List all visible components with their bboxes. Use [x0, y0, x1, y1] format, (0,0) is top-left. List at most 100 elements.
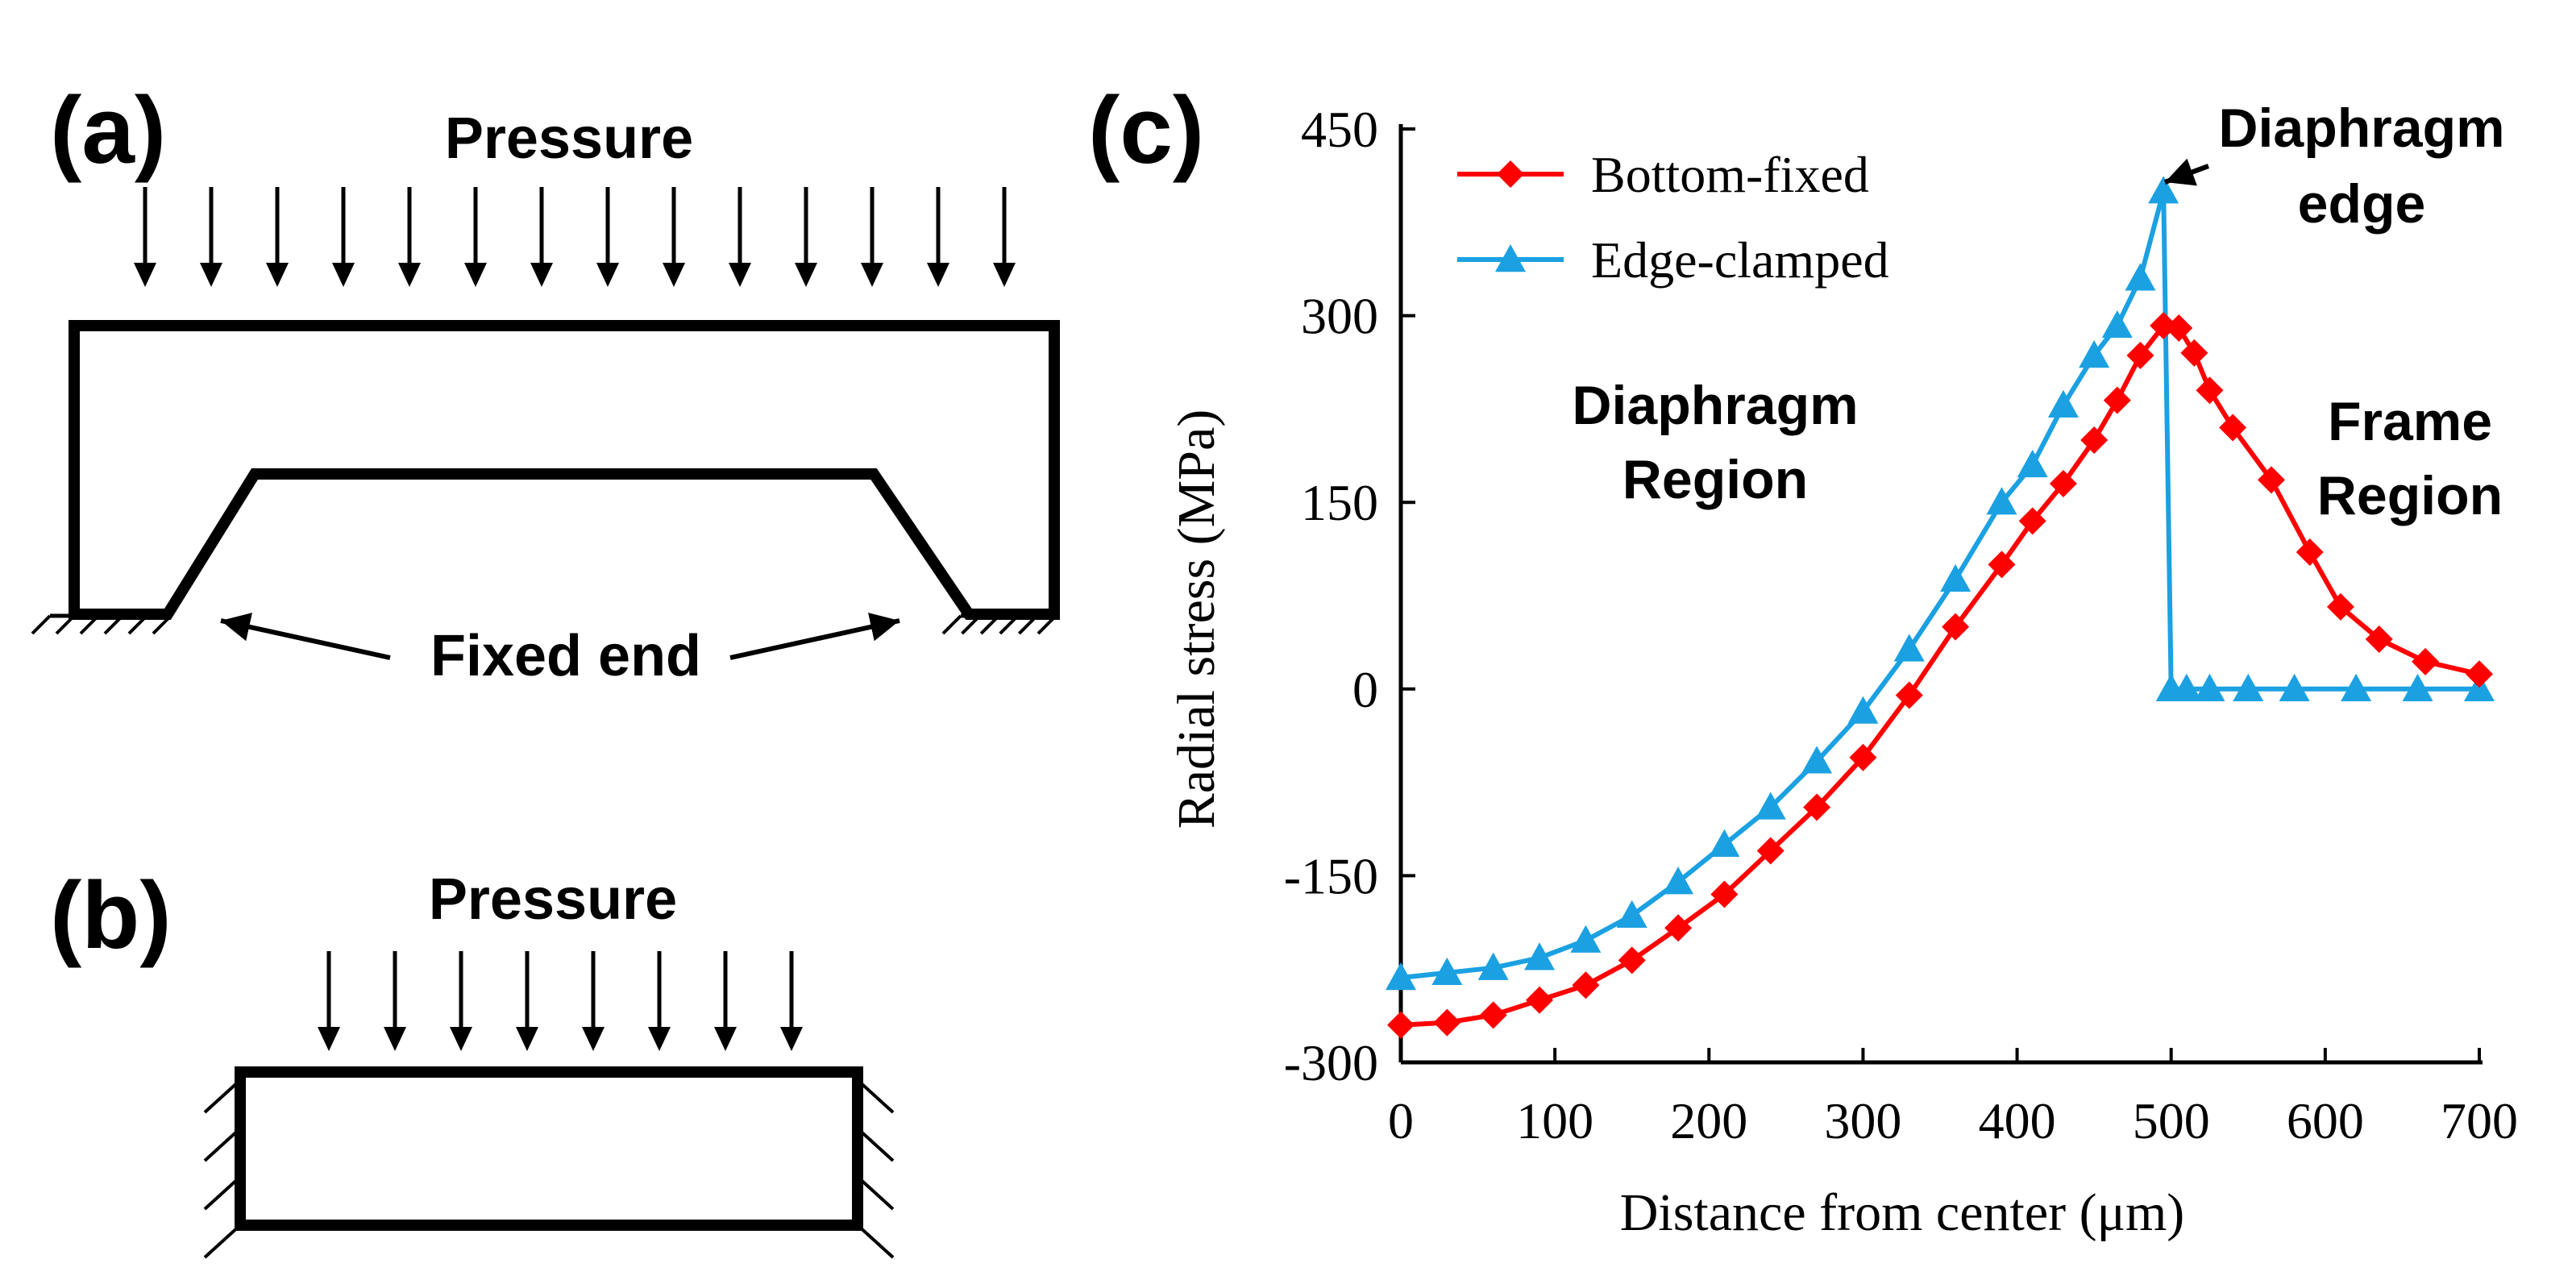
- data-point-bottom-fixed: [1710, 880, 1739, 908]
- panel-a-fixed-support-left: [31, 613, 172, 635]
- pressure-arrow-head: [384, 1027, 406, 1051]
- panel-a-fixed-end-label: Fixed end: [430, 624, 701, 688]
- pressure-arrow-head: [332, 263, 355, 287]
- data-point-bottom-fixed: [2196, 376, 2224, 405]
- panel-c-label: (c): [1088, 77, 1204, 184]
- panel-a-pressure-label: Pressure: [445, 106, 693, 171]
- y-tick-label: 150: [1301, 474, 1378, 531]
- panel-b-label: (b): [50, 862, 172, 969]
- pressure-arrow-head: [648, 1027, 671, 1051]
- support-hatch-line: [1017, 614, 1038, 635]
- region-diaphragm-line1: Diaphragm: [1572, 375, 1858, 436]
- pressure-arrow-head: [134, 263, 156, 287]
- annotation-diaphragm-edge-line2: edge: [2298, 173, 2426, 235]
- annotation-diaphragm-edge-line1: Diaphragm: [2218, 98, 2504, 159]
- y-tick-label: 450: [1301, 101, 1378, 158]
- y-tick-label: 0: [1352, 661, 1378, 718]
- data-point-bottom-fixed: [2049, 470, 2077, 498]
- pressure-arrow-head: [861, 263, 883, 287]
- support-hatch-line: [999, 614, 1020, 635]
- data-point-edge-clamped: [1709, 829, 1740, 857]
- data-point-bottom-fixed: [1756, 837, 1785, 865]
- support-hatch-line: [941, 614, 962, 635]
- panel-a-fixed-support-right: [941, 613, 1057, 635]
- data-point-edge-clamped: [2101, 310, 2133, 339]
- data-point-edge-clamped: [2148, 176, 2179, 204]
- data-point-bottom-fixed: [1526, 986, 1554, 1014]
- series-line-edge-clamped: [1400, 189, 2479, 980]
- pressure-arrow-head: [714, 1027, 737, 1051]
- support-hatch-line: [103, 614, 124, 635]
- panel-a-pressure-arrows: [134, 187, 1016, 287]
- data-point-edge-clamped: [1893, 634, 1925, 662]
- panel-b-clamp-support-right: [856, 1078, 895, 1259]
- pressure-arrow-head: [582, 1027, 605, 1051]
- pressure-arrow-head: [780, 1027, 803, 1051]
- data-point-edge-clamped: [2017, 449, 2048, 478]
- data-point-edge-clamped: [2047, 389, 2079, 418]
- data-point-edge-clamped: [2079, 340, 2110, 368]
- data-point-bottom-fixed: [2219, 414, 2247, 442]
- series-line-bottom-fixed: [1400, 323, 2480, 1028]
- data-point-edge-clamped: [2233, 673, 2264, 701]
- legend-marker-bottom-fixed: [1497, 160, 1524, 188]
- chart-ticks: 0 100 200 300 400 500 600 700 -300 -150 0 150 300 450: [1284, 101, 2518, 1149]
- data-point-edge-clamped: [1847, 696, 1879, 724]
- x-tick-label: 600: [2287, 1092, 2364, 1149]
- support-hatch-line: [55, 614, 76, 635]
- data-point-bottom-fixed: [1572, 971, 1600, 999]
- pressure-arrow-head: [993, 263, 1016, 287]
- data-point-edge-clamped: [2279, 673, 2310, 701]
- support-hatch-line: [79, 614, 100, 635]
- support-hatch-line: [856, 1078, 895, 1114]
- region-frame-line1: Frame: [2328, 391, 2492, 452]
- data-point-bottom-fixed: [1803, 793, 1831, 821]
- y-tick-label: -150: [1284, 847, 1378, 904]
- panel-a-diaphragm-outline: [69, 320, 1060, 620]
- x-tick-label: 700: [2441, 1092, 2518, 1149]
- x-tick-label: 300: [1824, 1092, 1901, 1149]
- pressure-arrow-head: [464, 263, 487, 287]
- pressure-arrow-head: [266, 263, 289, 287]
- panel-a: (a) Pressure Fixed end: [31, 77, 1060, 688]
- data-point-edge-clamped: [1524, 942, 1556, 970]
- data-point-edge-clamped: [1431, 957, 1463, 986]
- panel-b-pressure-label: Pressure: [429, 867, 677, 932]
- legend-entry-bottom-fixed: Bottom-fixed: [1457, 146, 1869, 203]
- panel-b-clamped-plate: [235, 1066, 863, 1231]
- legend-label-bottom-fixed: Bottom-fixed: [1591, 146, 1869, 203]
- pressure-arrow-head: [450, 1027, 472, 1051]
- panel-b-clamp-support-left: [203, 1078, 242, 1259]
- data-point-edge-clamped: [1386, 962, 1416, 991]
- chart-series: [1386, 176, 2495, 1039]
- x-tick-label: 200: [1670, 1092, 1747, 1149]
- support-hatch-line: [127, 614, 148, 635]
- y-tick-label: 300: [1301, 288, 1378, 345]
- data-point-bottom-fixed: [2080, 426, 2109, 454]
- chart-axes: [1398, 124, 2483, 1065]
- pressure-arrow-head: [530, 263, 553, 287]
- panel-c: (c) 0 100 200 300 400 500 600 700 -300 -150 0 150 30…: [1088, 77, 2518, 1242]
- data-point-bottom-fixed: [2326, 592, 2354, 621]
- legend-label-edge-clamped: Edge-clamped: [1591, 231, 1889, 289]
- data-point-edge-clamped: [1477, 952, 1509, 980]
- data-point-edge-clamped: [2402, 673, 2433, 701]
- y-tick-label: -300: [1284, 1034, 1378, 1091]
- support-hatch-line: [856, 1224, 895, 1259]
- data-point-bottom-fixed: [1433, 1008, 1461, 1037]
- panel-a-fixed-end-arrow-right: [729, 613, 900, 660]
- data-point-bottom-fixed: [2126, 342, 2154, 370]
- data-point-bottom-fixed: [1479, 1001, 1507, 1029]
- panel-a-label: (a): [50, 77, 166, 184]
- x-axis-label: Distance from center (μm): [1620, 1183, 2185, 1242]
- legend-entry-edge-clamped: Edge-clamped: [1457, 231, 1889, 289]
- series-edge-clamped: [1386, 176, 2495, 991]
- pressure-arrow-head: [795, 263, 817, 287]
- support-hatch-line: [31, 614, 52, 635]
- data-point-bottom-fixed: [1618, 946, 1646, 975]
- data-point-edge-clamped: [1940, 563, 1971, 592]
- support-hatch-line: [979, 614, 1000, 635]
- series-bottom-fixed: [1387, 311, 2493, 1039]
- data-point-bottom-fixed: [1849, 743, 1877, 771]
